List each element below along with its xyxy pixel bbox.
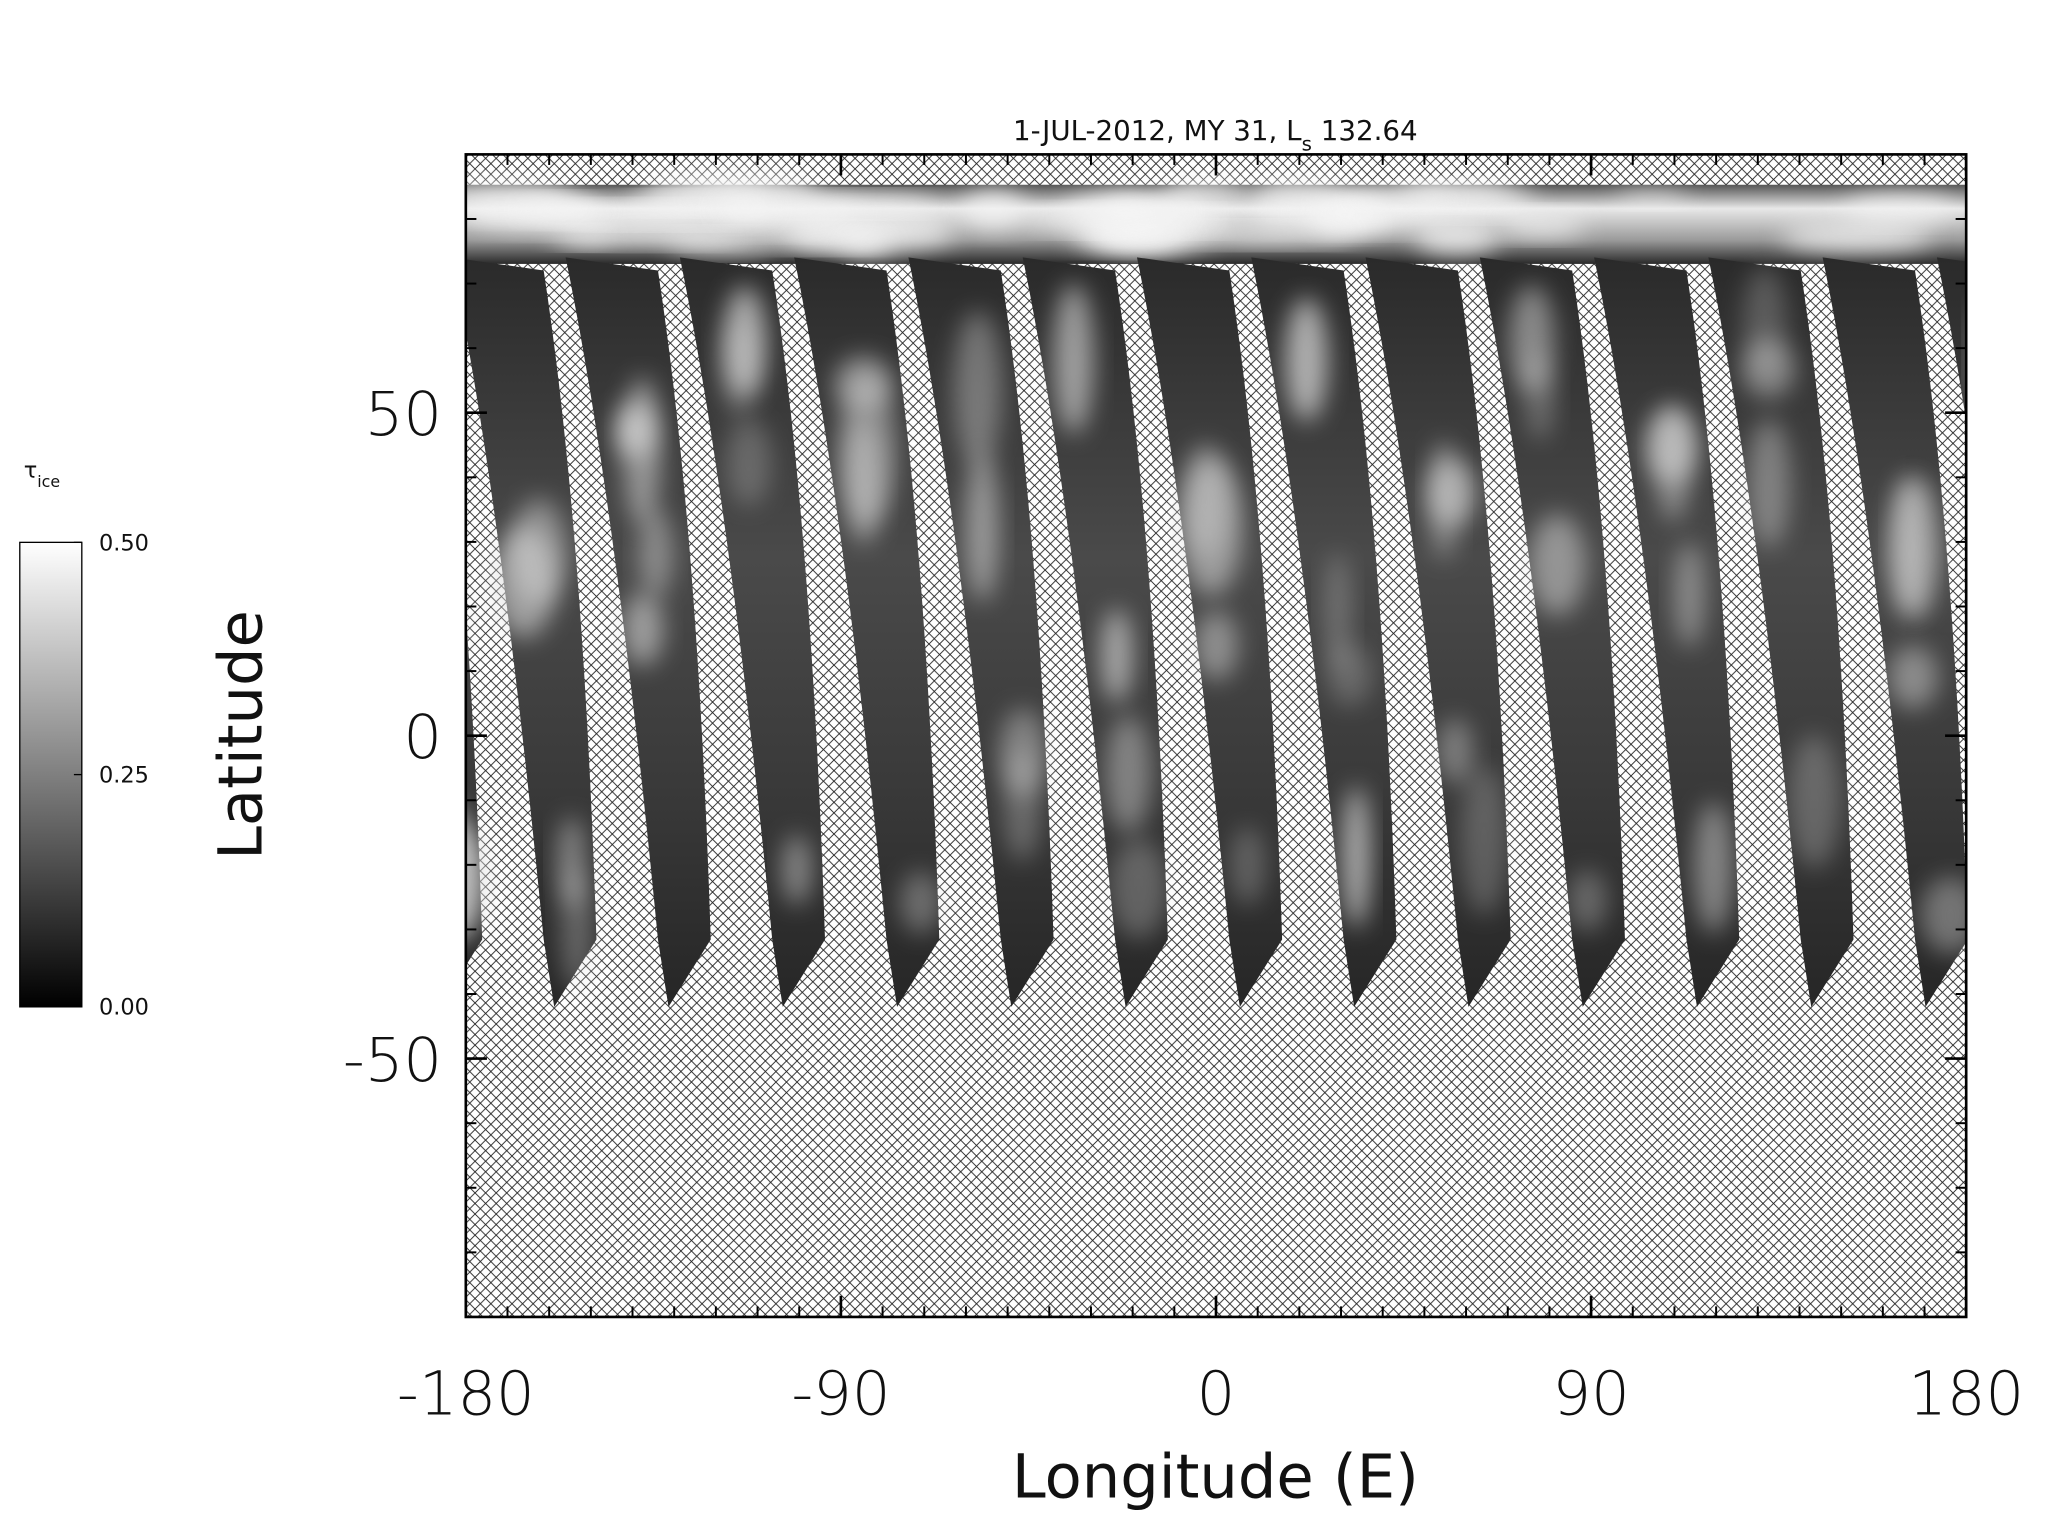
polar-cloud (717, 192, 774, 222)
cloud (1693, 802, 1734, 934)
cloud (899, 871, 942, 934)
colorbar-label-subscript: ice (37, 472, 60, 491)
swath (1822, 257, 1967, 1007)
y-tick-label: 0 (403, 703, 442, 773)
cloud (1342, 786, 1370, 929)
polar-cloud (961, 190, 1026, 229)
title-text: 132.64 (1312, 114, 1418, 147)
cloud (623, 376, 661, 526)
swath (465, 612, 483, 966)
polar-cloud (1063, 192, 1188, 230)
colorbar-tick-label: 0.00 (99, 995, 149, 1021)
colorbar-label: τice (24, 458, 60, 491)
cloud (1053, 283, 1094, 434)
cloud (639, 509, 673, 599)
cloud (1567, 870, 1608, 932)
cloud (1427, 458, 1477, 527)
cloud (1101, 608, 1133, 703)
cloud (1888, 646, 1938, 709)
cloud (965, 451, 999, 602)
cloud (998, 708, 1048, 797)
cloud (622, 593, 663, 666)
cloud (781, 834, 812, 905)
swath (1936, 257, 1967, 421)
cloud (410, 564, 441, 712)
colorbar (19, 541, 83, 1008)
cloud (1645, 408, 1698, 483)
x-axis-label: Longitude (E) (1012, 1443, 1419, 1513)
x-tick-label: 0 (1197, 1360, 1236, 1430)
cloud (1105, 715, 1152, 833)
polar-cloud (1843, 195, 1955, 222)
colorbar-tick-label: 0.25 (99, 763, 149, 789)
swath (794, 257, 940, 1007)
cloud (1460, 766, 1508, 916)
swath (1479, 257, 1625, 1007)
cloud (1920, 876, 1967, 954)
polar-cloud (839, 230, 893, 254)
cloud (410, 569, 461, 670)
cloud (837, 372, 898, 526)
y-axis-label: Latitude (206, 610, 276, 860)
colorbar-label-symbol: τ (24, 458, 38, 484)
x-tick-label: 180 (1908, 1360, 2024, 1430)
polar-cloud (1349, 187, 1456, 204)
cloud (1975, 297, 2002, 429)
cloud (1528, 514, 1586, 616)
cloud (1747, 418, 1791, 548)
polar-cloud (1780, 221, 1933, 252)
polar-cloud (613, 195, 726, 211)
polar-cloud (549, 230, 614, 246)
cloud (1524, 352, 1555, 441)
cloud (1894, 477, 1928, 615)
polar-cloud (1414, 219, 1499, 255)
cloud (561, 868, 594, 993)
map-image (410, 154, 2048, 1317)
y-tick-label: 50 (365, 380, 442, 450)
cloud (726, 418, 772, 507)
polar-cloud (1250, 181, 1346, 204)
polar-cloud (1497, 213, 1586, 237)
cloud (1182, 442, 1229, 556)
cloud (1983, 505, 2029, 583)
cloud (1674, 542, 1705, 648)
polar-cloud (1312, 194, 1377, 235)
cloud (1324, 552, 1351, 672)
cloud (1194, 611, 1238, 681)
swath (679, 257, 826, 1007)
cloud (1229, 826, 1266, 906)
x-tick-label: -90 (791, 1360, 890, 1430)
cloud (1437, 718, 1473, 785)
cloud (2043, 884, 2048, 962)
cloud (1109, 839, 1168, 939)
cloud (1743, 266, 1786, 378)
x-tick-label: 90 (1552, 1360, 1629, 1430)
title-text: 1-JUL-2012, MY 31, L (1013, 114, 1302, 147)
cloud (1989, 408, 2039, 503)
cloud (721, 322, 757, 417)
cloud (953, 311, 1002, 466)
cloud (1788, 734, 1841, 869)
cloud (1285, 297, 1328, 422)
cloud (511, 498, 567, 605)
polar-cloud (1189, 226, 1354, 244)
polar-cloud (1614, 191, 1690, 206)
x-tick-label: -180 (397, 1360, 535, 1430)
title-subscript: s (1302, 132, 1312, 155)
chart-title: 1-JUL-2012, MY 31, Ls 132.64 (1013, 114, 1418, 156)
colorbar-tick-label: 0.50 (99, 530, 149, 556)
y-tick-label: -50 (343, 1026, 442, 1096)
polar-cloud (520, 199, 604, 221)
cloud (465, 826, 487, 939)
